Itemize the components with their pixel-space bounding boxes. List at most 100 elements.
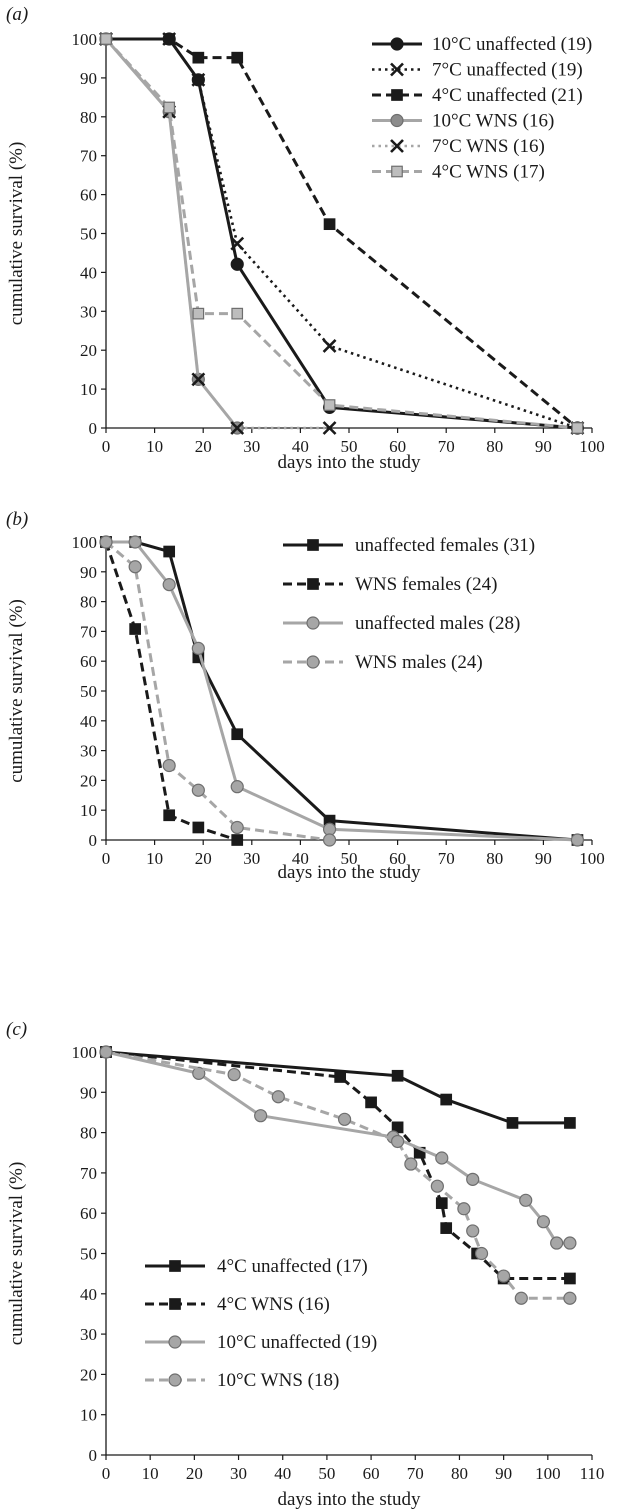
data-point (322, 421, 337, 435)
legend-marker (169, 1260, 181, 1272)
legend-label: 4°C unaffected (21) (432, 85, 583, 106)
x-tick-label: 80 (486, 849, 503, 868)
x-tick-label: 10 (146, 437, 163, 456)
data-point (391, 1134, 405, 1149)
data-point (564, 1117, 576, 1129)
data-point (163, 33, 176, 45)
series-line (105, 1050, 570, 1125)
data-point (466, 1172, 480, 1186)
data-point (162, 758, 176, 773)
x-tick-label: 10 (142, 1464, 159, 1483)
x-tick-label: 0 (102, 1464, 111, 1483)
data-point (192, 1066, 206, 1080)
y-tick-label: 50 (80, 682, 97, 701)
data-point (563, 1236, 577, 1250)
data-point (162, 578, 176, 592)
legend: 10°C unaffected (19) 7°C unaffected (19) 4… (372, 34, 592, 183)
y-tick-label: 10 (80, 801, 97, 820)
data-point (128, 535, 142, 549)
y-tick-label: 100 (72, 1043, 98, 1062)
series-line (106, 37, 578, 430)
series-line (105, 38, 330, 430)
data-point (550, 1236, 564, 1250)
y-tick-label: 0 (89, 419, 98, 438)
data-point (230, 257, 244, 271)
data-point (230, 421, 245, 435)
x-axis-title: days into the study (277, 1489, 421, 1510)
data-point (334, 1071, 347, 1083)
data-point (322, 339, 337, 353)
data-point (129, 623, 142, 635)
x-tick-label: 20 (186, 1464, 203, 1483)
x-tick-label: 50 (341, 849, 358, 868)
data-point (191, 641, 205, 655)
data-point (192, 51, 205, 64)
legend-label: 10°C WNS (16) (432, 111, 554, 132)
y-axis-title: cumulative survival (%) (6, 599, 27, 783)
data-point (322, 833, 337, 847)
data-point (519, 1193, 533, 1207)
legend-marker (168, 1335, 182, 1349)
data-point (230, 236, 245, 251)
x-tick-label: 70 (438, 437, 455, 456)
y-tick-label: 40 (80, 1285, 97, 1304)
data-point (231, 51, 244, 64)
x-axis-title: days into the study (277, 862, 421, 883)
data-point (435, 1197, 448, 1209)
series-3 (99, 535, 337, 847)
panel-label: (c) (6, 1019, 27, 1040)
panel-label: (b) (6, 509, 28, 530)
legend-label: unaffected males (28) (355, 613, 520, 634)
data-point (254, 1109, 268, 1123)
y-tick-label: 20 (80, 1365, 97, 1384)
legend-marker (390, 139, 404, 153)
y-tick-label: 60 (80, 652, 97, 671)
legend-marker (390, 37, 404, 51)
y-tick-label: 60 (80, 186, 97, 205)
x-tick-label: 100 (535, 1464, 561, 1483)
data-point (506, 1117, 519, 1129)
x-tick-label: 40 (274, 1464, 291, 1483)
legend-label: 4°C unaffected (17) (217, 1256, 368, 1277)
data-point (323, 218, 336, 231)
chart-panel-2: (c) 0 10 20 30 40 50 60 70 80 90 100 0 10 20 30 40 50 60 70… (6, 1019, 604, 1510)
data-point (227, 1067, 241, 1082)
data-point (570, 833, 585, 847)
x-tick-label: 20 (195, 849, 212, 868)
data-point (230, 780, 244, 794)
data-point (536, 1215, 551, 1229)
y-tick-label: 10 (80, 1406, 97, 1425)
x-tick-label: 70 (438, 849, 455, 868)
panel-label: (a) (6, 4, 28, 25)
series-line (105, 1050, 570, 1280)
y-tick-label: 20 (80, 771, 97, 790)
y-tick-label: 70 (80, 1164, 97, 1183)
legend-marker (307, 539, 319, 551)
series-4 (99, 32, 337, 435)
data-point (404, 1157, 418, 1171)
legend-marker (169, 1298, 181, 1310)
data-point (231, 728, 244, 741)
y-tick-label: 30 (80, 1325, 97, 1344)
y-tick-label: 80 (80, 593, 97, 612)
y-tick-label: 50 (80, 1245, 97, 1264)
data-point (100, 33, 112, 45)
legend: 4°C unaffected (17) 4°C WNS (16) 10°C unaf… (145, 1256, 377, 1391)
data-point (99, 1045, 113, 1059)
data-point (99, 535, 113, 549)
legend-marker (391, 89, 403, 101)
legend-label: unaffected females (31) (355, 535, 535, 556)
data-point (440, 1093, 453, 1106)
data-point (391, 1069, 404, 1082)
data-point (564, 1272, 576, 1285)
series-3 (99, 1045, 577, 1305)
x-tick-label: 90 (535, 849, 552, 868)
y-tick-label: 80 (80, 1124, 97, 1143)
legend-label: 4°C WNS (16) (217, 1294, 330, 1315)
data-point (192, 307, 205, 320)
legend-marker (390, 62, 404, 77)
y-axis-title: cumulative survival (%) (6, 142, 27, 326)
series-line (106, 37, 579, 430)
x-tick-label: 40 (292, 437, 309, 456)
series-3 (99, 32, 244, 435)
